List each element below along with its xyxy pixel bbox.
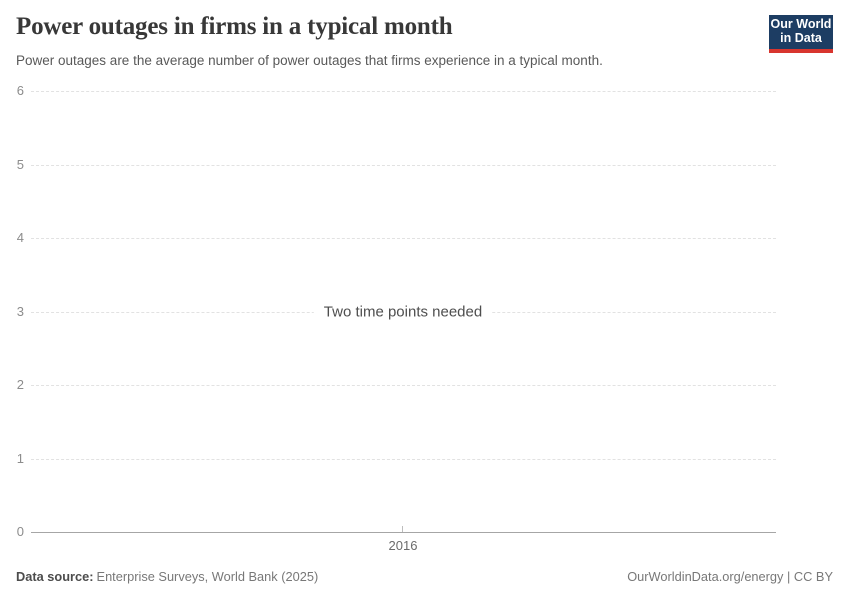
x-axis-tick	[402, 526, 403, 532]
owid-logo-line2: in Data	[780, 30, 822, 45]
data-source-label: Data source:	[16, 569, 94, 584]
credit-link[interactable]: OurWorldinData.org/energy | CC BY	[627, 569, 833, 584]
page-title: Power outages in firms in a typical mont…	[16, 13, 453, 40]
data-source-value: Enterprise Surveys, World Bank (2025)	[96, 569, 319, 584]
owid-logo[interactable]: Our World in Data	[769, 15, 833, 53]
chart-subtitle: Power outages are the average number of …	[16, 53, 603, 68]
grid-line	[31, 385, 776, 386]
y-axis-tick-label: 2	[16, 377, 24, 392]
data-source-note: Data source: Enterprise Surveys, World Ba…	[16, 569, 318, 584]
x-axis-line	[31, 532, 776, 533]
y-axis-tick-label: 1	[16, 450, 24, 466]
y-axis-tick-label: 5	[16, 156, 24, 172]
x-axis-tick-label: 2016	[388, 538, 418, 553]
y-axis-tick-label: 6	[16, 83, 24, 98]
y-axis-tick-label: 0	[16, 524, 24, 539]
y-axis-tick-label: 4	[16, 230, 24, 245]
grid-line	[31, 164, 776, 166]
grid-line	[31, 458, 776, 460]
y-axis-tick-label: 3	[16, 303, 24, 319]
no-data-message: Two time points needed	[313, 301, 493, 323]
grid-line	[31, 91, 776, 92]
grid-line	[31, 238, 776, 239]
owid-logo-line1: Our World	[770, 17, 832, 31]
